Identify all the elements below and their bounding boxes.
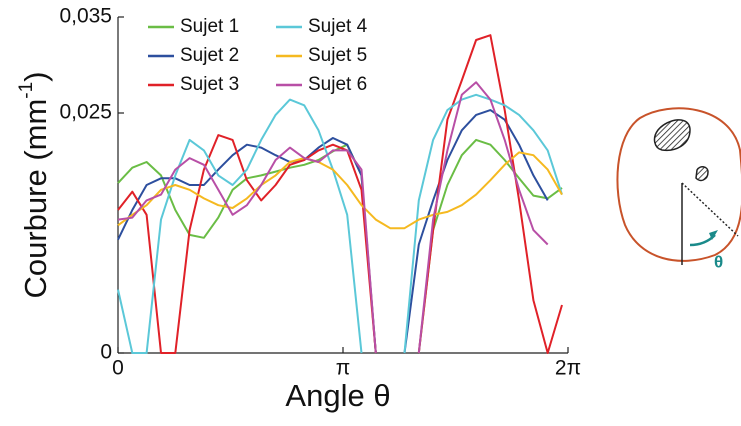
y-tick-label: 0,025 <box>59 101 112 124</box>
series-line <box>117 34 563 354</box>
legend-label: Sujet 3 <box>180 74 239 95</box>
y-label-text: Courbure (mm <box>18 99 53 299</box>
x-tick-label: 0 <box>112 357 124 380</box>
y-tick-label: 0,035 <box>59 5 112 28</box>
legend: Sujet 1 Sujet 2 Sujet 3 Sujet 4 Sujet 5 Sujet… <box>148 16 368 95</box>
series-line <box>117 138 563 354</box>
y-tick-label: 0 <box>100 341 112 364</box>
angle-line <box>681 182 739 237</box>
x-axis-label: Angle θ <box>285 378 390 413</box>
arrowhead <box>709 230 718 240</box>
x-tick-label: π <box>336 357 351 380</box>
legend-label: Sujet 1 <box>180 16 239 37</box>
y-label-superscript: -1 <box>16 82 37 99</box>
series-line <box>117 151 563 230</box>
angle-label: θ <box>714 252 723 271</box>
legend-label: Sujet 5 <box>308 45 367 66</box>
series-line <box>117 109 549 354</box>
hatched-region <box>695 166 709 182</box>
inset-diagram: θ <box>616 107 741 271</box>
legend-label: Sujet 6 <box>308 74 367 95</box>
series-line <box>117 93 563 354</box>
y-axis-label: Courbure (mm-1) <box>16 71 53 298</box>
series-line <box>117 81 549 354</box>
legend-label: Sujet 4 <box>308 16 368 37</box>
y-label-text: ) <box>18 71 53 81</box>
x-tick-label: 2π <box>555 357 581 380</box>
legend-label: Sujet 2 <box>180 45 239 66</box>
hatched-region <box>653 119 691 152</box>
plot-lines <box>117 34 563 354</box>
contour <box>616 107 741 262</box>
